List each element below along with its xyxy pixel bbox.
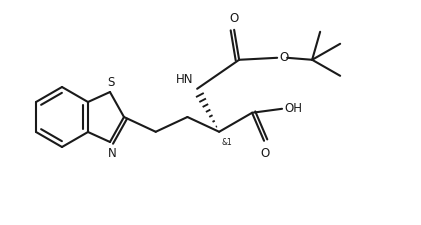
Text: O: O — [229, 12, 239, 25]
Text: &1: &1 — [221, 138, 232, 147]
Text: N: N — [108, 147, 116, 160]
Text: O: O — [261, 147, 270, 160]
Text: OH: OH — [284, 102, 302, 115]
Text: O: O — [279, 51, 288, 64]
Text: S: S — [107, 76, 115, 89]
Text: HN: HN — [176, 73, 193, 86]
